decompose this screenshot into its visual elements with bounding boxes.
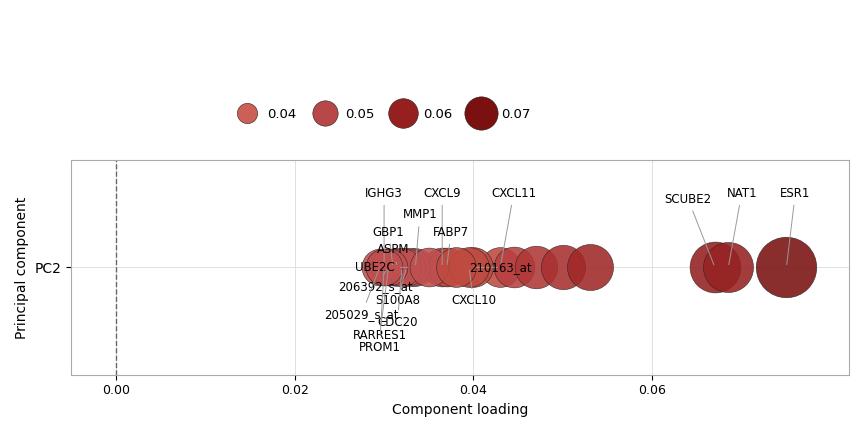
Point bbox=[435, 264, 449, 271]
Point bbox=[404, 264, 418, 271]
Text: 210163_at: 210163_at bbox=[469, 261, 531, 274]
Point bbox=[382, 264, 396, 271]
Point bbox=[422, 264, 435, 271]
Text: SCUBE2: SCUBE2 bbox=[664, 193, 714, 265]
Point bbox=[440, 264, 454, 271]
Point bbox=[372, 264, 386, 271]
Text: PROM1: PROM1 bbox=[359, 270, 401, 354]
Point bbox=[382, 264, 396, 271]
Point bbox=[378, 264, 391, 271]
Text: CXCL10: CXCL10 bbox=[451, 270, 496, 307]
Text: MMP1: MMP1 bbox=[403, 208, 437, 265]
Text: RARRES1: RARRES1 bbox=[353, 270, 407, 342]
Point bbox=[708, 264, 721, 271]
Point bbox=[462, 264, 476, 271]
Text: CDC20: CDC20 bbox=[378, 270, 417, 328]
Legend: 0.04, 0.05, 0.06, 0.07: 0.04, 0.05, 0.06, 0.07 bbox=[229, 102, 536, 126]
Point bbox=[507, 264, 521, 271]
Y-axis label: Principal component: Principal component bbox=[15, 196, 29, 339]
Text: 206392_s_at: 206392_s_at bbox=[338, 270, 412, 293]
Text: GBP1: GBP1 bbox=[372, 226, 404, 265]
Point bbox=[779, 264, 793, 271]
Text: S100A8: S100A8 bbox=[375, 270, 420, 307]
Point bbox=[391, 264, 404, 271]
Text: NAT1: NAT1 bbox=[727, 187, 757, 265]
Point bbox=[556, 264, 569, 271]
Point bbox=[493, 264, 507, 271]
Text: CXCL9: CXCL9 bbox=[423, 187, 461, 264]
Point bbox=[583, 264, 597, 271]
Point bbox=[378, 264, 391, 271]
Text: ESR1: ESR1 bbox=[780, 187, 810, 265]
Point bbox=[448, 264, 462, 271]
Point bbox=[399, 264, 413, 271]
Point bbox=[386, 264, 400, 271]
Point bbox=[529, 264, 543, 271]
Point bbox=[721, 264, 735, 271]
Text: IGHG3: IGHG3 bbox=[365, 187, 403, 264]
Point bbox=[467, 264, 480, 271]
X-axis label: Component loading: Component loading bbox=[392, 403, 528, 417]
Text: UBE2C: UBE2C bbox=[355, 261, 408, 274]
Point bbox=[409, 264, 422, 271]
Text: FABP7: FABP7 bbox=[433, 226, 469, 265]
Text: ASPM: ASPM bbox=[377, 243, 410, 265]
Point bbox=[395, 264, 409, 271]
Text: CXCL11: CXCL11 bbox=[491, 187, 537, 265]
Text: 205029_s_at: 205029_s_at bbox=[325, 270, 399, 321]
